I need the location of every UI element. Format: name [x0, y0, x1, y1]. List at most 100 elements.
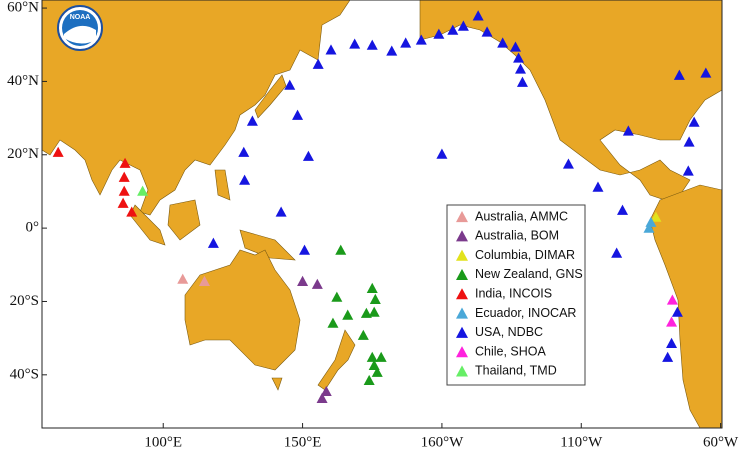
station-marker: [666, 294, 678, 305]
station-marker: [516, 76, 528, 87]
x-tick-label: 150°E: [284, 434, 322, 450]
legend-label: India, INCOIS: [475, 286, 552, 300]
station-marker: [497, 37, 509, 48]
legend-marker: [456, 326, 468, 338]
station-marker: [316, 392, 328, 403]
station-marker: [292, 109, 304, 120]
y-tick-label: 60°N: [7, 0, 39, 16]
y-tick-label: 20°S: [10, 293, 39, 309]
legend-box: [446, 204, 586, 386]
station-marker: [683, 136, 695, 147]
station-marker: [662, 351, 674, 362]
station-marker: [126, 206, 138, 217]
station-marker: [119, 157, 131, 168]
frame: [41, 0, 723, 429]
legend-label: New Zealand, GNS: [475, 267, 583, 281]
station-marker: [673, 69, 685, 80]
legend-marker: [456, 307, 468, 319]
station-marker: [611, 247, 623, 258]
legend-marker: [456, 346, 468, 358]
station-marker: [342, 309, 354, 320]
station-marker: [433, 28, 445, 39]
legend-marker: [456, 365, 468, 377]
station-marker: [366, 282, 378, 293]
station-marker: [360, 307, 372, 318]
station-marker: [368, 306, 380, 317]
station-marker: [239, 174, 251, 185]
tasmania: [271, 377, 283, 391]
legend: Australia, AMMC Australia, BOM Columbia, D…: [446, 204, 586, 386]
station-marker: [436, 148, 448, 159]
station-marker: [622, 125, 634, 136]
station-marker: [238, 146, 250, 157]
station-marker: [515, 63, 527, 74]
station-marker: [331, 291, 343, 302]
station-marker: [457, 20, 469, 31]
x-tick-label: 160°W: [421, 434, 464, 450]
station-marker: [671, 306, 683, 317]
eurasia: [42, 0, 351, 216]
station-marker: [666, 337, 678, 348]
station-marker: [297, 275, 309, 286]
legend-label: Thailand, TMD: [475, 364, 557, 378]
station-marker: [349, 38, 361, 49]
station-marker: [207, 237, 219, 248]
legend-marker: [456, 230, 468, 242]
australia: [184, 249, 301, 371]
station-marker: [275, 206, 287, 217]
station-marker: [312, 58, 324, 69]
legend-label: Australia, BOM: [475, 229, 559, 243]
y-tick-label: 40°S: [10, 366, 39, 382]
station-marker: [650, 211, 662, 222]
station-marker: [509, 41, 521, 52]
legend-marker: [456, 268, 468, 280]
station-marker: [117, 197, 129, 208]
station-marker: [447, 24, 459, 35]
y-tick-label: 0°: [26, 220, 40, 236]
station-marker: [481, 26, 493, 37]
station-marker: [688, 116, 700, 127]
station-marker: [513, 52, 525, 63]
legend-label: Ecuador, INOCAR: [475, 306, 576, 320]
station-marker: [400, 37, 412, 48]
y-tick-label: 40°N: [7, 73, 39, 89]
station-marker: [299, 244, 311, 255]
station-marker: [325, 44, 337, 55]
new-zealand: [317, 329, 356, 391]
station-marker: [366, 351, 378, 362]
station-marker: [472, 10, 484, 21]
new-guinea: [239, 229, 296, 261]
noaa-logo: NOAA: [57, 5, 103, 51]
station-marker: [246, 115, 258, 126]
station-marker: [118, 171, 130, 182]
station-marker: [320, 385, 332, 396]
station-marker: [302, 150, 314, 161]
station-marker: [137, 185, 149, 196]
logo-bird: [64, 25, 96, 44]
station-marker: [177, 273, 189, 284]
station-marker: [52, 146, 64, 157]
station-marker: [284, 79, 296, 90]
x-tick-label: 100°E: [144, 434, 182, 450]
station-marker: [386, 45, 398, 56]
station-marker: [643, 222, 655, 233]
legend-marker: [456, 211, 468, 223]
station-marker: [311, 278, 323, 289]
station-marker: [645, 216, 657, 227]
station-marker: [666, 316, 678, 327]
legend-label: USA, NDBC: [475, 325, 543, 339]
station-marker: [357, 329, 369, 340]
legend-marker: [456, 288, 468, 300]
legend-label: Columbia, DIMAR: [475, 248, 575, 262]
station-marker: [363, 374, 375, 385]
legend-label: Chile, SHOA: [475, 344, 547, 358]
x-tick-label: 110°W: [560, 434, 603, 450]
station-marker: [366, 39, 378, 50]
legend-label: Australia, AMMC: [475, 209, 568, 223]
station-marker: [327, 317, 339, 328]
station-marker: [617, 204, 629, 215]
station-marker: [562, 158, 574, 169]
station-marker: [371, 366, 383, 377]
